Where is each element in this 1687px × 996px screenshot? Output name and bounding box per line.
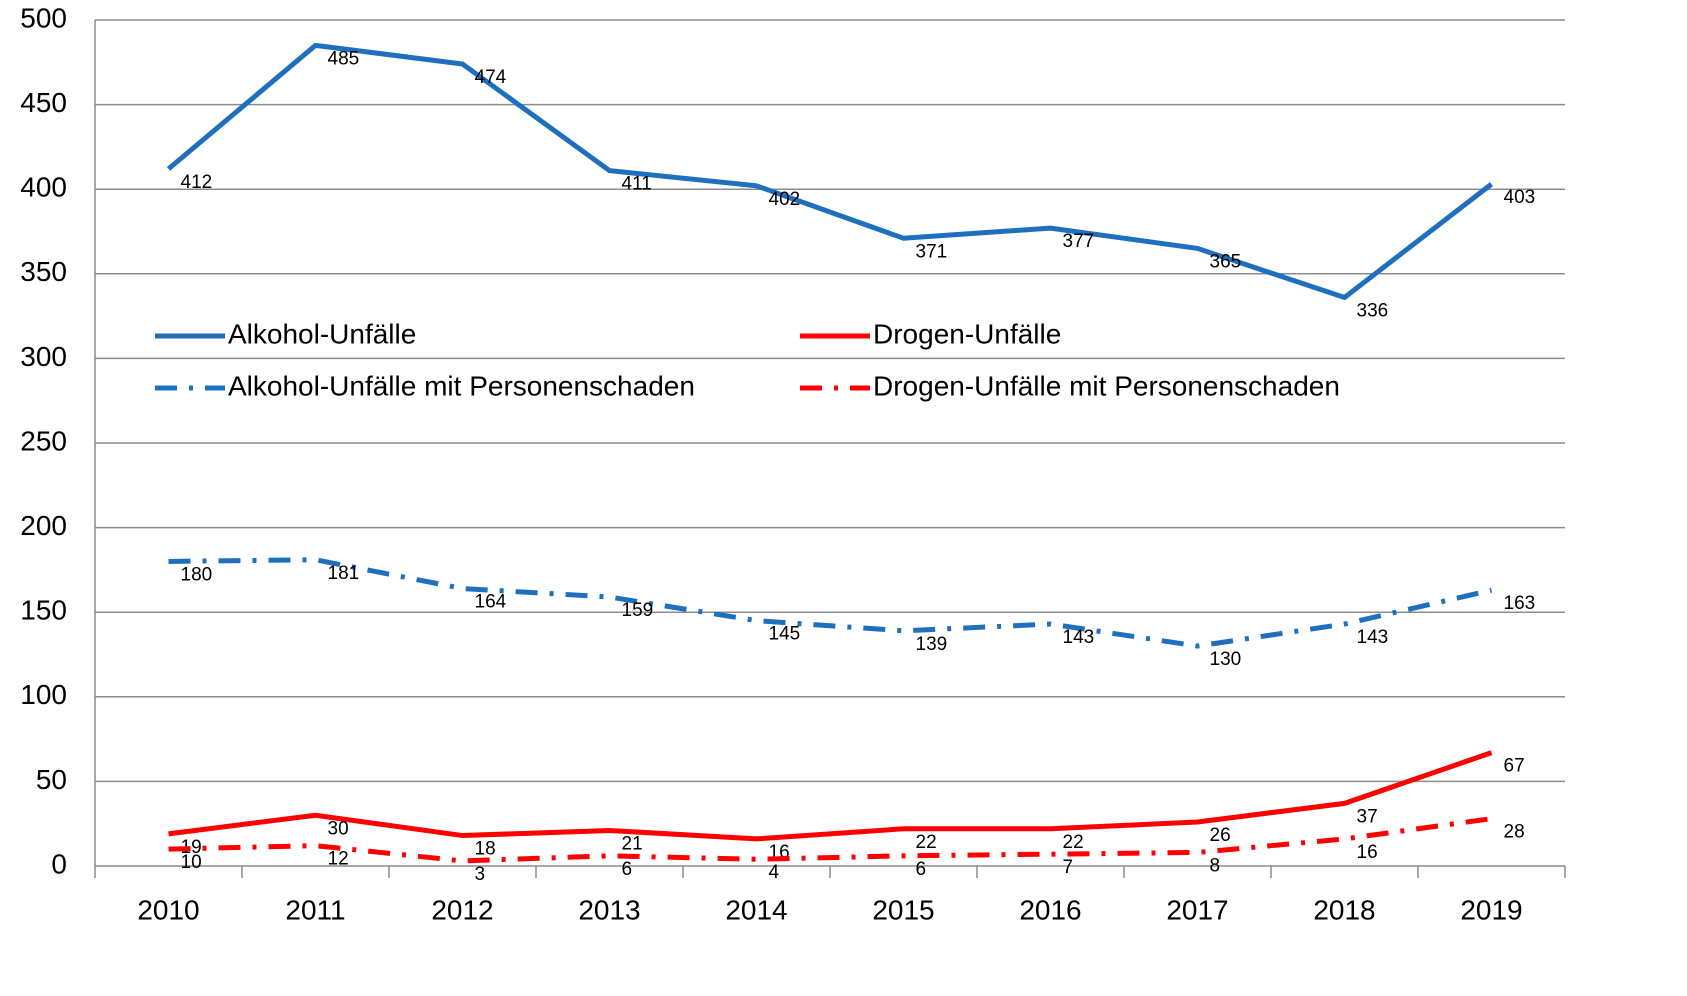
data-label: 37 [1357,806,1378,827]
y-tick-label: 300 [20,341,67,372]
data-label: 7 [1063,857,1074,878]
data-label: 4 [769,862,780,883]
y-tick-label: 350 [20,256,67,287]
data-label: 139 [916,634,948,655]
y-tick-label: 50 [36,764,67,795]
data-label: 485 [328,48,360,69]
data-label: 22 [1063,832,1084,853]
data-label: 6 [622,859,633,880]
legend-label: Drogen-Unfälle mit Personenschaden [873,370,1340,401]
data-label: 402 [769,189,801,210]
x-tick-label: 2016 [1019,894,1081,925]
data-label: 143 [1357,627,1389,648]
data-label: 371 [916,241,948,262]
data-label: 10 [181,852,202,873]
data-label: 12 [328,849,349,870]
data-label: 143 [1063,627,1095,648]
data-label: 19 [181,837,202,858]
x-tick-label: 2017 [1166,894,1228,925]
data-label: 411 [622,174,652,195]
data-label: 28 [1504,822,1525,843]
y-tick-label: 400 [20,172,67,203]
series-line [166,42,1494,301]
data-label: 180 [181,564,213,585]
x-tick-label: 2013 [578,894,640,925]
series-line [168,816,1492,864]
data-label: 159 [622,600,654,621]
data-label: 163 [1504,593,1536,614]
x-tick-label: 2012 [431,894,493,925]
y-tick-label: 150 [20,595,67,626]
data-label: 403 [1504,187,1536,208]
y-tick-label: 200 [20,510,67,541]
data-label: 6 [916,859,927,880]
data-label: 21 [622,833,643,854]
y-tick-label: 500 [20,2,67,33]
data-label: 8 [1210,855,1221,876]
data-label: 16 [1357,842,1378,863]
data-label: 67 [1504,756,1525,777]
legend-label: Alkohol-Unfälle [228,318,416,349]
y-tick-label: 0 [51,848,67,879]
legend-label: Drogen-Unfälle [873,318,1061,349]
data-label: 474 [475,67,507,88]
data-label: 164 [475,592,507,613]
x-tick-label: 2011 [285,894,345,925]
data-label: 377 [1063,231,1095,252]
data-label: 18 [475,839,496,860]
y-tick-label: 450 [20,87,67,118]
x-tick-label: 2014 [725,894,787,925]
data-label: 22 [916,832,937,853]
legend-label: Alkohol-Unfälle mit Personenschaden [228,370,695,401]
x-tick-label: 2019 [1460,894,1522,925]
series-line [168,557,1493,649]
data-label: 26 [1210,825,1231,846]
data-label: 181 [328,563,360,584]
data-label: 412 [181,172,213,193]
x-tick-label: 2018 [1313,894,1375,925]
y-tick-label: 250 [20,425,67,456]
data-label: 3 [475,864,486,885]
series-line [168,750,1493,842]
x-tick-label: 2015 [872,894,934,925]
x-tick-label: 2010 [137,894,199,925]
data-label: 130 [1210,649,1242,670]
data-label: 336 [1357,301,1389,322]
y-tick-label: 100 [20,679,67,710]
data-label: 365 [1210,251,1242,272]
data-label: 145 [769,624,801,645]
data-label: 30 [328,818,349,839]
